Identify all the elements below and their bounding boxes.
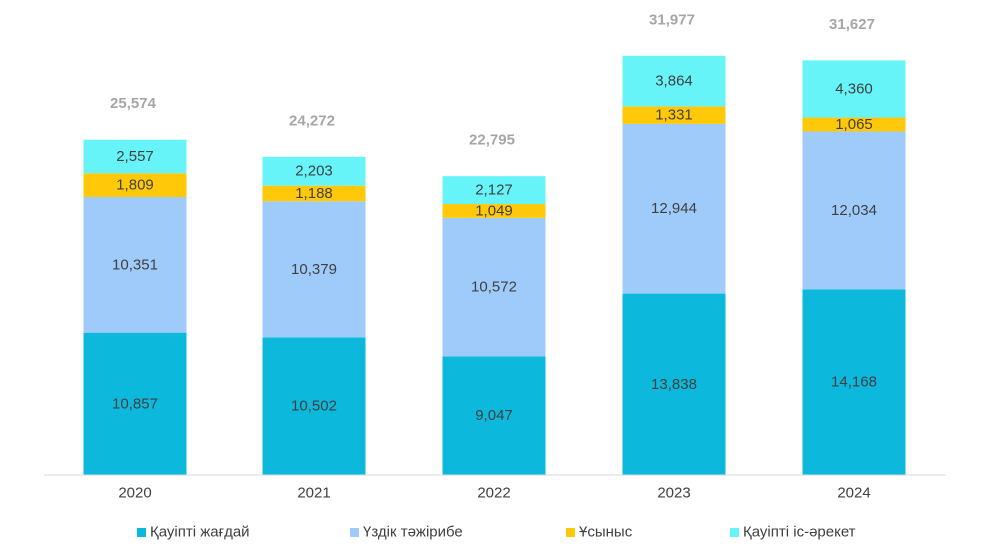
bar-segment-2021-1	[262, 337, 366, 475]
bar-segment-2021-3	[262, 185, 366, 202]
bar-segment-2022-4	[442, 176, 546, 205]
bar-segment-2023-2	[622, 123, 726, 294]
bar-segment-2020-1	[83, 332, 187, 475]
legend-label-1: Қауіпті жағдай	[150, 524, 250, 541]
data-label-2020-3: 1,809	[116, 177, 154, 194]
total-label-2024: 31,627	[829, 16, 875, 33]
bar-segment-2020-4	[83, 139, 187, 174]
total-label-2021: 24,272	[289, 112, 335, 129]
bars-layer: 10,857 10,351 1,809 2,557 25,574 10,502 10,379…	[83, 11, 906, 475]
data-label-2022-2: 10,572	[471, 279, 517, 296]
legend-swatch-3	[566, 528, 575, 537]
data-label-2022-3: 1,049	[475, 202, 513, 219]
data-label-2024-1: 14,168	[831, 374, 877, 391]
data-label-2020-1: 10,857	[112, 395, 158, 412]
data-label-2023-4: 3,864	[655, 73, 693, 90]
data-label-2023-3: 1,331	[655, 107, 693, 124]
data-label-2021-3: 1,188	[295, 185, 333, 202]
bar-segment-2024-2	[802, 131, 906, 290]
data-label-2023-1: 13,838	[651, 376, 697, 393]
data-label-2021-4: 2,203	[295, 163, 333, 180]
x-axis-ticks: 2020 2021 2022 2023 2024	[118, 485, 870, 502]
total-label-2022: 22,795	[469, 132, 515, 149]
bar-segment-2024-4	[802, 60, 906, 118]
data-label-2024-3: 1,065	[835, 116, 873, 133]
x-tick-label-2023: 2023	[657, 485, 690, 502]
x-tick-label-2024: 2024	[837, 485, 870, 502]
x-tick-label-2021: 2021	[297, 485, 330, 502]
legend: Қауіпті жағдай Үздік тәжірибе Ұсыныс Қауіпт…	[137, 524, 856, 541]
bar-segment-2023-1	[622, 293, 726, 475]
bar-segment-2024-1	[802, 289, 906, 475]
bar-segment-2020-3	[83, 173, 187, 197]
x-tick-label-2020: 2020	[118, 485, 151, 502]
legend-label-4: Қауіпті іс-әрекет	[743, 524, 856, 541]
bar-segment-2023-4	[622, 55, 726, 107]
data-label-2022-4: 2,127	[475, 182, 513, 199]
bar-segment-2022-1	[442, 356, 546, 475]
x-tick-label-2022: 2022	[477, 485, 510, 502]
legend-swatch-4	[730, 528, 739, 537]
bar-segment-2021-4	[262, 156, 366, 186]
legend-label-2: Үздік тәжірибе	[363, 524, 463, 541]
bar-segment-2022-3	[442, 204, 546, 218]
data-label-2020-2: 10,351	[112, 256, 158, 273]
data-label-2024-2: 12,034	[831, 202, 877, 219]
total-label-2023: 31,977	[649, 11, 695, 28]
bar-segment-2023-3	[622, 106, 726, 124]
bar-segment-2024-3	[802, 117, 906, 132]
data-label-2021-1: 10,502	[291, 398, 337, 415]
data-label-2020-4: 2,557	[116, 148, 154, 165]
bar-segment-2022-2	[442, 217, 546, 357]
legend-label-3: Ұсыныс	[579, 524, 633, 541]
data-label-2023-2: 12,944	[651, 200, 697, 217]
bar-segment-2020-2	[83, 196, 187, 333]
legend-swatch-2	[350, 528, 359, 537]
data-label-2021-2: 10,379	[291, 261, 337, 278]
data-label-2024-4: 4,360	[835, 80, 873, 97]
total-label-2020: 25,574	[110, 95, 157, 112]
legend-swatch-1	[137, 528, 146, 537]
bar-segment-2021-2	[262, 201, 366, 338]
data-label-2022-1: 9,047	[475, 407, 513, 424]
